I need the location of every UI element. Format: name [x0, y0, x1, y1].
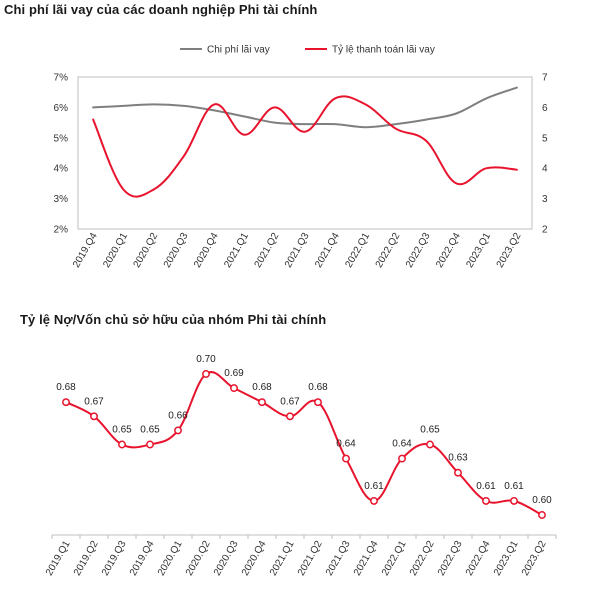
- data-label: 0.67: [280, 396, 300, 407]
- y-right-tick-label: 7: [542, 73, 548, 84]
- series-line-debt-equity: [65, 371, 543, 516]
- legend-label: Tỷ lệ thanh toán lãi vay: [332, 44, 435, 56]
- y-left-tick-label: 4%: [54, 164, 69, 175]
- data-label: 0.65: [420, 425, 440, 436]
- x-tick-label: 2021.Q1: [268, 539, 297, 578]
- data-label: 0.69: [224, 368, 244, 379]
- data-label: 0.65: [112, 425, 132, 436]
- data-label: 0.60: [532, 495, 552, 506]
- y-right-tick-label: 5: [542, 133, 548, 144]
- data-point: [90, 412, 98, 421]
- x-tick-label: 2021.Q4: [352, 539, 381, 578]
- x-tick-label: 2022.Q2: [408, 539, 437, 578]
- plot-frame: [77, 76, 533, 230]
- data-label: 0.67: [84, 396, 104, 407]
- data-label: 0.70: [196, 354, 216, 365]
- data-point: [426, 440, 434, 449]
- data-label: 0.63: [448, 453, 468, 464]
- series-line-interest-expense: [92, 86, 518, 129]
- y-left-tick-label: 5%: [54, 133, 69, 144]
- x-tick-label: 2022.Q4: [464, 539, 493, 578]
- data-point: [370, 496, 378, 505]
- y-right-tick-label: 3: [542, 194, 548, 205]
- data-label: 0.68: [252, 382, 272, 393]
- y-right-tick-label: 2: [542, 225, 548, 236]
- data-label: 0.65: [140, 425, 160, 436]
- y-left-tick-label: 6%: [54, 103, 69, 114]
- x-tick-label: 2020.Q4: [240, 539, 269, 578]
- legend-label: Chi phí lãi vay: [207, 45, 270, 56]
- data-label: 0.68: [308, 382, 328, 393]
- y-left-tick-label: 2%: [54, 225, 69, 236]
- data-point: [482, 496, 490, 505]
- data-point: [202, 370, 210, 378]
- x-tick-label: 2020.Q2: [184, 539, 213, 578]
- data-point: [174, 426, 182, 435]
- x-tick-label: 2019.Q1: [44, 539, 73, 578]
- data-point: [314, 398, 322, 407]
- y-right-tick-label: 4: [542, 164, 548, 175]
- x-tick-label: 2022.Q3: [436, 539, 465, 578]
- data-point: [286, 412, 294, 421]
- data-point: [454, 468, 462, 477]
- x-tick-label: 2021.Q3: [324, 539, 353, 578]
- x-tick-label: 2020.Q3: [212, 539, 241, 578]
- data-point: [146, 440, 154, 449]
- x-tick-label: 2022.Q1: [380, 539, 409, 578]
- data-label: 0.64: [336, 439, 356, 450]
- data-point: [118, 440, 126, 449]
- y-left-tick-label: 7%: [54, 73, 69, 84]
- data-label: 0.61: [364, 481, 384, 492]
- x-tick-label: 2019.Q2: [72, 539, 101, 578]
- data-point: [258, 398, 266, 407]
- x-tick-label: 2023.Q2: [520, 539, 549, 578]
- data-label: 0.61: [476, 481, 496, 492]
- series-line-interest-coverage: [92, 95, 518, 198]
- y-right-tick-label: 6: [542, 103, 548, 114]
- x-tick-label: 2019.Q4: [128, 539, 157, 578]
- data-point: [230, 384, 238, 393]
- data-label: 0.61: [504, 481, 524, 492]
- x-tick-label: 2020.Q1: [156, 539, 185, 578]
- data-point: [538, 511, 546, 519]
- chart1-title: Chi phí lãi vay của các doanh nghiệp Phi…: [4, 2, 318, 17]
- data-label: 0.66: [168, 410, 188, 421]
- data-point: [62, 398, 70, 407]
- x-tick-label: 2019.Q3: [100, 539, 129, 578]
- data-point: [398, 454, 406, 463]
- chart2-title: Tỷ lệ Nợ/Vốn chủ sở hữu của nhóm Phi tài…: [20, 312, 327, 327]
- data-label: 0.68: [56, 382, 76, 393]
- data-point: [510, 496, 518, 505]
- y-left-tick-label: 3%: [54, 194, 69, 205]
- data-point: [342, 454, 350, 463]
- x-tick-label: 2021.Q2: [296, 539, 325, 578]
- data-label: 0.64: [392, 439, 412, 450]
- x-tick-label: 2023.Q1: [492, 539, 521, 578]
